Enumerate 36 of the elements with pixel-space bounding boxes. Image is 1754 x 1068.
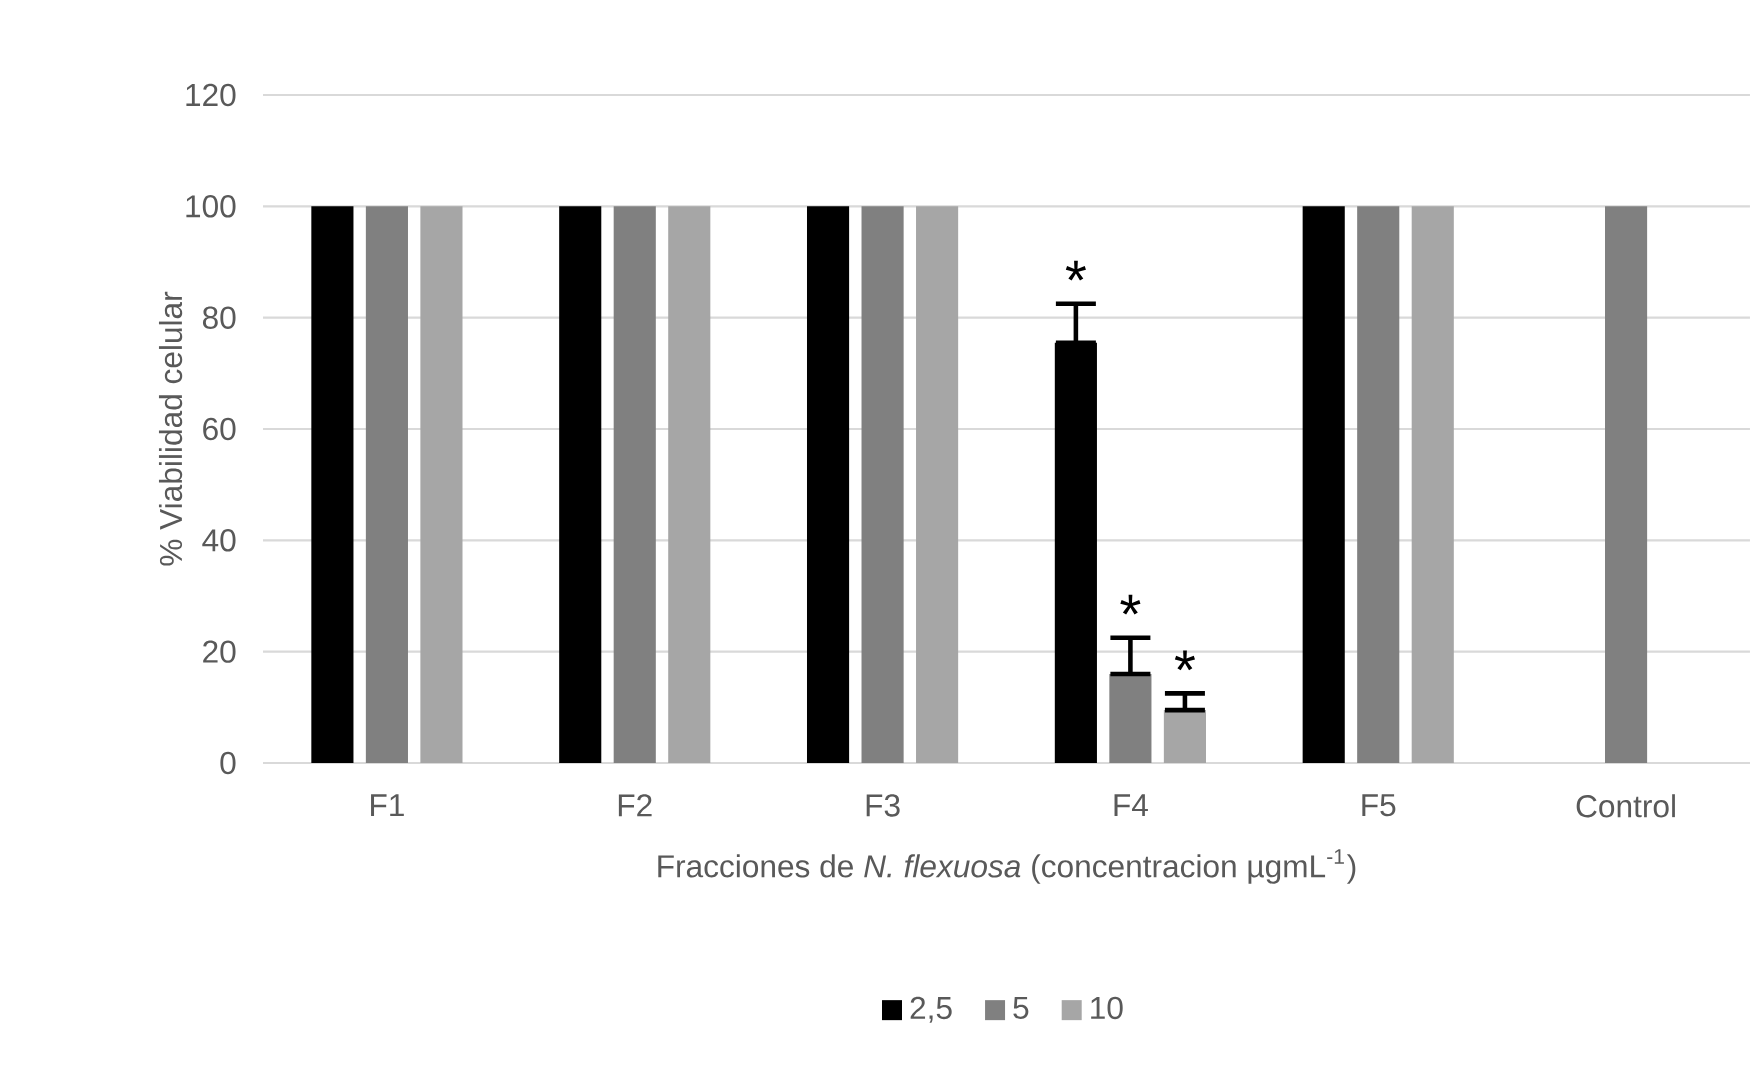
bar (420, 206, 463, 763)
bar (365, 206, 408, 763)
annotation: * (1174, 650, 1195, 671)
bar (1302, 206, 1345, 763)
legend-label: 5 (1013, 996, 1029, 1019)
y-axis-title: % Viabilidad celular (158, 291, 183, 566)
annotation: * (1065, 260, 1086, 281)
bar (1411, 206, 1454, 763)
x-tick-label: F3 (866, 794, 900, 817)
y-tick-label: 20 (203, 640, 236, 663)
y-tick-label: 120 (186, 83, 236, 107)
x-axis-title: Fracciones de N. flexuosa (concentracion µgmL$^{-1}$) (658, 849, 1356, 884)
y-tick-label: 40 (202, 529, 236, 552)
bar (1357, 206, 1400, 763)
y-tick-label: 80 (202, 306, 236, 329)
bar (613, 206, 656, 763)
x-tick-label: F4 (1114, 794, 1148, 816)
y-tick-label: 100 (186, 195, 236, 218)
x-tick-label: F2 (618, 794, 652, 817)
y-tick-label: 60 (203, 417, 236, 441)
bar (916, 206, 959, 763)
bar (668, 206, 711, 763)
x-tick-label: Control (1576, 794, 1675, 818)
annotation: * (1120, 594, 1141, 615)
bar (861, 206, 904, 763)
legend-label: 10 (1091, 996, 1123, 1020)
x-tick-label: F1 (371, 794, 404, 816)
bar (1054, 342, 1097, 763)
legend-label: 2,5 (910, 996, 952, 1023)
bar (806, 206, 850, 763)
bar (1605, 206, 1648, 763)
bar (311, 206, 354, 763)
bar (1109, 673, 1152, 763)
y-tick-label: 0 (220, 751, 236, 775)
bar (559, 206, 602, 763)
x-tick-label: F5 (1362, 794, 1396, 817)
